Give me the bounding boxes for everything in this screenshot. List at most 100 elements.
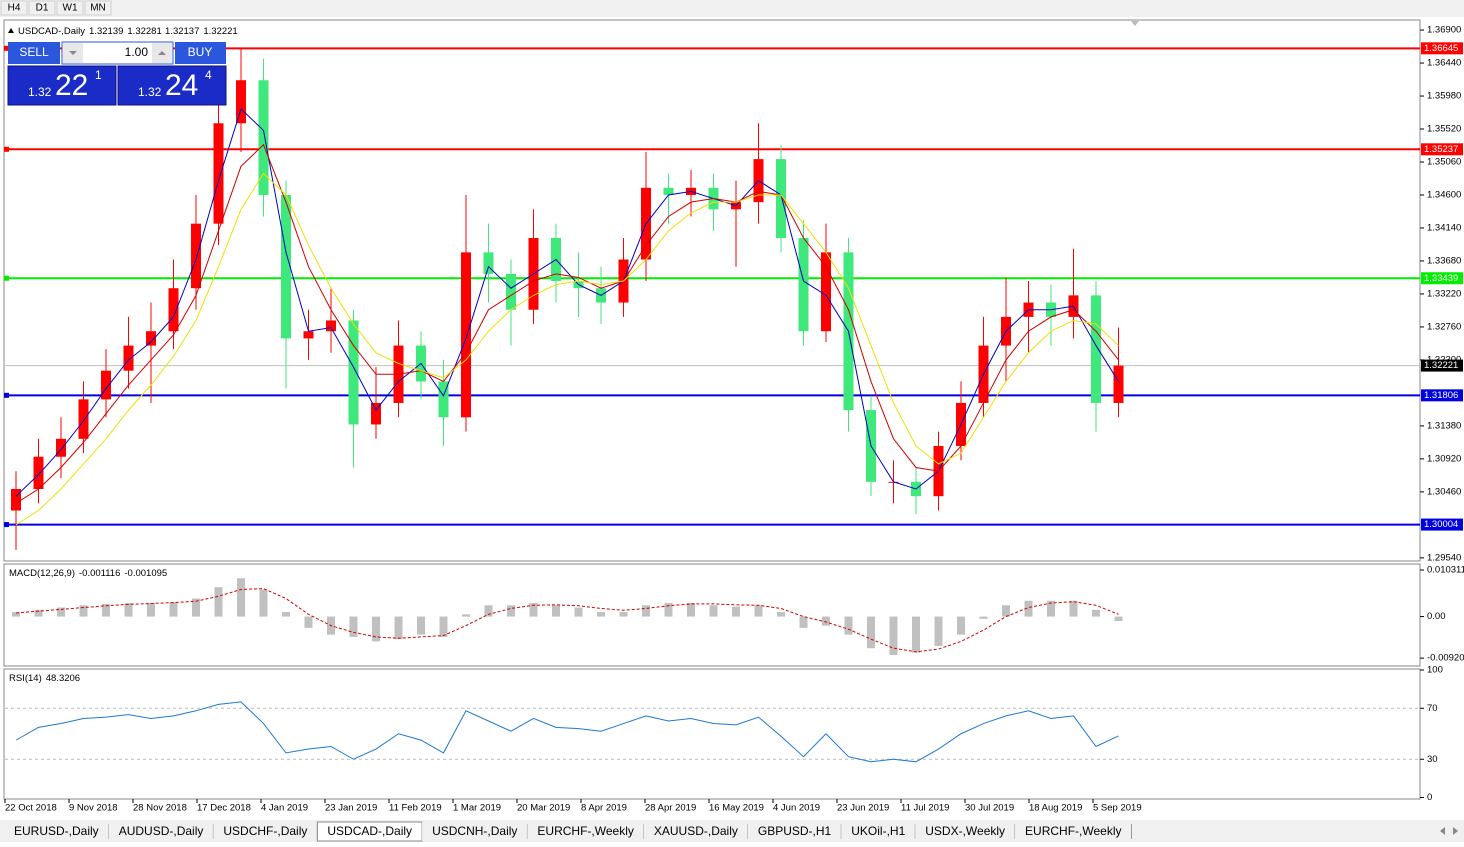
- level-price-box: [1421, 272, 1463, 285]
- period-label[interactable]: D1: [36, 3, 49, 14]
- macd-bar: [34, 609, 43, 617]
- x-tick-label: 22 Oct 2018: [5, 803, 57, 814]
- lot-down-arrow: [69, 51, 77, 55]
- tab-label[interactable]: XAUUSD-,Daily: [654, 824, 738, 838]
- macd-bar: [822, 616, 830, 626]
- sell-label[interactable]: SELL: [19, 45, 49, 59]
- buy-button[interactable]: [175, 42, 226, 64]
- macd-bar: [462, 614, 470, 617]
- last-price-box: [1421, 359, 1463, 372]
- x-tick-label: 30 Jul 2019: [965, 803, 1014, 814]
- tab-label[interactable]: GBPUSD-,H1: [758, 824, 832, 838]
- lot-up-arrow: [158, 51, 166, 55]
- moving-average: [15, 172, 1119, 526]
- rsi-title: RSI(14) 48.3206: [9, 673, 80, 684]
- macd-bar: [439, 616, 448, 637]
- macd-bar: [867, 616, 875, 649]
- tab-label[interactable]: USDCNH-,Daily: [432, 824, 517, 838]
- candle-body: [821, 252, 831, 332]
- candle-body: [663, 187, 674, 195]
- tab-label[interactable]: EURCHF-,Weekly: [537, 824, 633, 838]
- macd-bar: [1092, 609, 1100, 617]
- price-box[interactable]: [7, 65, 117, 106]
- macd-bar: [732, 606, 740, 617]
- buy-label[interactable]: BUY: [188, 45, 213, 59]
- y-tick-label: 0.010311: [1427, 565, 1464, 576]
- tab[interactable]: [422, 822, 528, 841]
- candle-body: [506, 273, 516, 310]
- x-tick-label: 20 Mar 2019: [517, 803, 570, 814]
- macd-bar: [1047, 600, 1055, 617]
- moving-average: [15, 143, 1119, 504]
- tab[interactable]: [108, 822, 214, 841]
- y-tick-label: 1.35060: [1427, 157, 1461, 168]
- tab-label[interactable]: UKOil-,H1: [851, 824, 905, 838]
- y-tick-label: 1.34600: [1427, 189, 1461, 200]
- macd-title-part: MACD(12,26,9): [9, 568, 75, 579]
- period-button[interactable]: [28, 0, 56, 16]
- level-price-label: 1.35237: [1424, 144, 1458, 155]
- price-small: 4: [205, 68, 212, 82]
- price-panel: [3, 19, 1421, 562]
- tab[interactable]: [915, 822, 1016, 841]
- level-price-box: [1421, 42, 1463, 55]
- price-small: 1: [95, 68, 102, 82]
- tab[interactable]: [4, 822, 109, 841]
- candle-body: [191, 223, 201, 289]
- macd-bar: [979, 616, 988, 619]
- tab-label[interactable]: EURCHF-,Weekly: [1025, 824, 1121, 838]
- x-tick-label: 23 Jan 2019: [325, 803, 377, 814]
- lot-value[interactable]: 1.00: [125, 45, 149, 59]
- level-price-box: [1421, 143, 1463, 156]
- macd-bar: [394, 616, 403, 640]
- tab[interactable]: [747, 822, 842, 841]
- candle-body: [461, 252, 471, 418]
- y-tick-label: 1.29540: [1427, 552, 1461, 563]
- period-label[interactable]: H4: [8, 3, 21, 14]
- macd-bar: [349, 616, 358, 637]
- macd-bar: [57, 607, 65, 617]
- tab[interactable]: [841, 822, 916, 841]
- y-tick-label: 1.30460: [1427, 486, 1461, 497]
- tab-scroll-left[interactable]: [1440, 827, 1445, 835]
- price-box[interactable]: [117, 65, 227, 106]
- period-label[interactable]: W1: [63, 3, 78, 14]
- macd-panel: [3, 563, 1421, 667]
- tab[interactable]: [213, 822, 318, 841]
- macd-bar: [1002, 605, 1010, 617]
- tab-label[interactable]: USDX-,Weekly: [925, 824, 1005, 838]
- y-tick-label: 1.35520: [1427, 124, 1461, 135]
- level-handle: [4, 275, 9, 281]
- tab-scroll-right[interactable]: [1453, 827, 1458, 835]
- macd-bar: [12, 612, 20, 617]
- tab-label[interactable]: USDCAD-,Daily: [327, 824, 412, 838]
- candle-body: [371, 402, 381, 425]
- tab-label[interactable]: AUDUSD-,Daily: [119, 824, 204, 838]
- tab-label[interactable]: EURUSD-,Daily: [14, 824, 99, 838]
- macd-bar: [619, 612, 628, 617]
- tab[interactable]: [527, 822, 644, 841]
- sell-button[interactable]: [8, 42, 60, 64]
- macd-bar: [237, 578, 245, 617]
- period-button[interactable]: [56, 0, 84, 16]
- tab-label[interactable]: USDCHF-,Daily: [223, 824, 307, 838]
- macd-bar: [372, 616, 380, 642]
- period-label[interactable]: MN: [90, 3, 106, 14]
- tab[interactable]: [643, 822, 748, 841]
- period-button[interactable]: [84, 0, 112, 16]
- period-button[interactable]: [0, 0, 28, 16]
- x-tick-label: 28 Apr 2019: [645, 803, 696, 814]
- rsi-line: [15, 701, 1119, 763]
- lot-input[interactable]: [61, 41, 174, 65]
- x-tick-label: 4 Jun 2019: [773, 803, 820, 814]
- candle-body: [56, 438, 66, 457]
- tab[interactable]: [1015, 822, 1132, 841]
- macd-bar: [889, 616, 898, 655]
- y-tick-label: 100: [1427, 665, 1443, 676]
- candle-body: [78, 399, 89, 439]
- candle-body: [146, 331, 156, 346]
- candle-body: [1091, 295, 1101, 403]
- x-tick-label: 16 May 2019: [709, 803, 764, 814]
